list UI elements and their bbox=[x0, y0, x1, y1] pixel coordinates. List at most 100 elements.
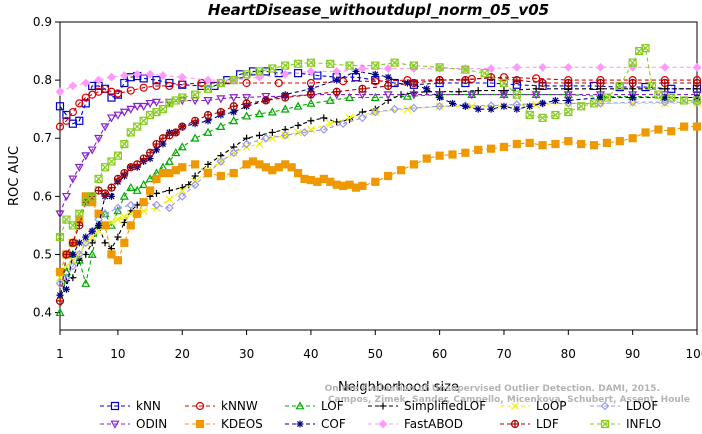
x-tick-label: 60 bbox=[432, 347, 447, 361]
data-point-ldf bbox=[191, 116, 200, 125]
data-point-knnw bbox=[100, 84, 110, 93]
data-point-kdeos bbox=[100, 221, 110, 230]
data-point-simplifiedlof bbox=[255, 131, 263, 139]
data-point-loop bbox=[345, 113, 354, 122]
plot-area bbox=[59, 21, 698, 331]
data-point-kdeos bbox=[203, 168, 213, 178]
data-point-ldf bbox=[358, 84, 367, 93]
data-point-lof bbox=[177, 142, 187, 151]
data-point-cof bbox=[474, 105, 482, 113]
data-point-fastabod bbox=[486, 64, 496, 73]
data-point-fastabod bbox=[107, 72, 116, 82]
data-point-inflo bbox=[100, 163, 110, 172]
watermark-line-2: Campos, Zimek, Sander, Campello, Micenko… bbox=[328, 395, 690, 405]
data-point-kdeos bbox=[384, 171, 393, 181]
data-point-fastabod bbox=[132, 69, 142, 79]
data-point-kdeos bbox=[448, 150, 457, 159]
data-point-lof bbox=[216, 121, 226, 131]
legend-swatch-marker bbox=[110, 401, 120, 411]
data-point-knn bbox=[55, 102, 65, 111]
data-point-ldof bbox=[190, 180, 200, 190]
data-point-lof bbox=[145, 174, 155, 183]
data-point-inflo bbox=[680, 96, 689, 105]
data-point-ldof bbox=[280, 130, 290, 140]
legend-label: kNNW bbox=[221, 399, 258, 413]
data-point-inflo bbox=[345, 61, 354, 70]
watermark: On the Evaluation of Unsupervised Outlie… bbox=[325, 384, 690, 405]
series-line-knnw bbox=[59, 76, 697, 128]
legend-item-ldf: LDF bbox=[500, 417, 559, 431]
data-point-kdeos bbox=[628, 134, 637, 143]
data-point-fastabod bbox=[55, 87, 65, 97]
legend-label: KDEOS bbox=[221, 417, 263, 431]
data-point-knnw bbox=[62, 116, 71, 125]
data-point-inflo bbox=[191, 90, 200, 99]
data-point-inflo bbox=[409, 61, 418, 70]
legend-swatch-marker bbox=[378, 419, 388, 429]
data-point-cof bbox=[513, 105, 521, 113]
data-point-lof bbox=[280, 104, 290, 113]
data-point-ldof bbox=[126, 200, 136, 210]
data-point-ldf bbox=[165, 131, 174, 140]
data-point-kdeos bbox=[55, 267, 65, 276]
data-point-kdeos bbox=[538, 141, 547, 150]
data-point-inflo bbox=[113, 151, 123, 160]
data-point-inflo bbox=[512, 90, 521, 99]
y-tick-label: 0.4 bbox=[33, 306, 52, 320]
data-point-ldof bbox=[55, 279, 65, 288]
data-point-fastabod bbox=[692, 62, 702, 72]
data-point-simplifiedlof bbox=[153, 189, 161, 197]
data-point-kdeos bbox=[525, 138, 534, 147]
data-point-inflo bbox=[641, 44, 650, 53]
data-point-ldf bbox=[242, 99, 251, 108]
data-point-inflo bbox=[564, 107, 573, 117]
data-point-knn bbox=[165, 78, 174, 88]
data-point-simplifiedlof bbox=[294, 121, 302, 129]
data-point-ldof bbox=[81, 238, 91, 248]
data-point-kdeos bbox=[499, 142, 509, 152]
data-point-kdeos bbox=[667, 127, 676, 136]
data-point-cof bbox=[69, 250, 77, 258]
data-point-fastabod bbox=[280, 69, 290, 79]
data-point-ldof bbox=[300, 128, 309, 137]
legend-item-knnw: kNNW bbox=[185, 399, 258, 413]
data-point-fastabod bbox=[306, 67, 316, 76]
legend: kNN ODIN kNNW KDEOS LOF COF SimplifiedLOF FastA… bbox=[100, 399, 661, 431]
data-point-loop bbox=[94, 227, 103, 236]
data-point-lof bbox=[345, 92, 355, 101]
data-point-inflo bbox=[577, 102, 586, 111]
y-axis-label: ROC AUC bbox=[7, 146, 22, 206]
legend-label: SimplifiedLOF bbox=[404, 399, 486, 413]
data-point-loop bbox=[126, 209, 135, 218]
legend-label: LDF bbox=[536, 417, 559, 431]
data-point-lof bbox=[267, 107, 277, 116]
data-point-knn bbox=[589, 81, 599, 91]
data-point-lof bbox=[139, 179, 149, 189]
data-point-lof bbox=[229, 116, 239, 125]
data-point-inflo bbox=[62, 215, 71, 224]
data-point-inflo bbox=[107, 157, 116, 166]
data-point-knnw bbox=[499, 73, 509, 82]
series-line-kdeos bbox=[59, 126, 697, 273]
legend-swatch-marker bbox=[510, 419, 520, 429]
series-cof bbox=[56, 67, 701, 299]
data-point-lof bbox=[306, 98, 316, 107]
data-point-simplifiedlof bbox=[455, 88, 463, 96]
data-point-odin bbox=[126, 105, 136, 114]
data-point-ldof bbox=[242, 139, 251, 149]
data-point-kdeos bbox=[371, 177, 380, 186]
data-point-ldof bbox=[370, 107, 380, 117]
data-point-lof bbox=[203, 127, 213, 136]
data-point-ldof bbox=[409, 103, 419, 113]
legend-label: COF bbox=[321, 417, 346, 431]
data-point-loop bbox=[120, 212, 129, 221]
data-point-inflo bbox=[602, 93, 612, 102]
plot-frame bbox=[59, 21, 698, 331]
data-point-ldof bbox=[261, 133, 271, 143]
data-point-ldf bbox=[94, 186, 103, 195]
data-point-inflo bbox=[461, 65, 470, 74]
data-point-lof bbox=[293, 101, 303, 110]
legend-item-odin: ODIN bbox=[100, 417, 167, 431]
data-point-fastabod bbox=[358, 64, 367, 73]
data-point-inflo bbox=[75, 209, 84, 218]
